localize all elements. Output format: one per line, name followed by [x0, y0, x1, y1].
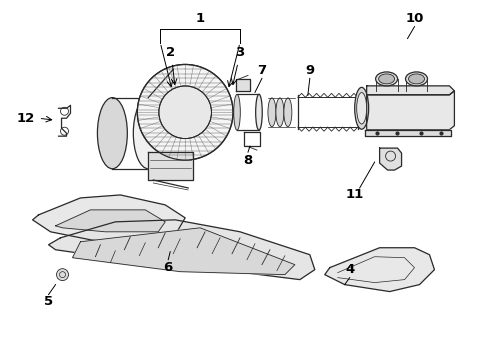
Polygon shape: [236, 80, 250, 91]
Polygon shape: [55, 210, 165, 232]
Polygon shape: [73, 228, 295, 275]
Polygon shape: [380, 148, 401, 170]
Ellipse shape: [406, 72, 427, 86]
Text: 8: 8: [244, 154, 253, 167]
Polygon shape: [365, 130, 451, 136]
Text: 9: 9: [305, 64, 315, 77]
Text: 2: 2: [166, 46, 175, 59]
Circle shape: [159, 86, 212, 139]
Text: 6: 6: [164, 261, 173, 274]
Text: 11: 11: [345, 188, 364, 202]
Ellipse shape: [276, 98, 284, 127]
Ellipse shape: [376, 72, 397, 86]
Circle shape: [56, 269, 69, 280]
Ellipse shape: [173, 64, 197, 160]
Ellipse shape: [355, 87, 368, 129]
Polygon shape: [33, 195, 185, 242]
Polygon shape: [49, 220, 315, 280]
Ellipse shape: [98, 98, 127, 169]
Ellipse shape: [357, 93, 367, 124]
Text: 10: 10: [405, 12, 424, 25]
Polygon shape: [325, 248, 435, 292]
Polygon shape: [148, 152, 193, 180]
Ellipse shape: [268, 98, 276, 127]
Text: 7: 7: [257, 64, 267, 77]
Ellipse shape: [284, 98, 292, 127]
Text: 4: 4: [345, 263, 354, 276]
Text: 1: 1: [196, 12, 205, 25]
Ellipse shape: [256, 94, 262, 130]
Text: 5: 5: [44, 295, 53, 308]
Polygon shape: [367, 91, 454, 130]
Text: 3: 3: [235, 46, 245, 59]
Ellipse shape: [133, 98, 163, 169]
Text: 12: 12: [17, 112, 35, 125]
Polygon shape: [367, 86, 454, 95]
Ellipse shape: [379, 74, 394, 84]
Ellipse shape: [234, 94, 240, 130]
Circle shape: [137, 64, 233, 160]
Ellipse shape: [409, 74, 424, 84]
